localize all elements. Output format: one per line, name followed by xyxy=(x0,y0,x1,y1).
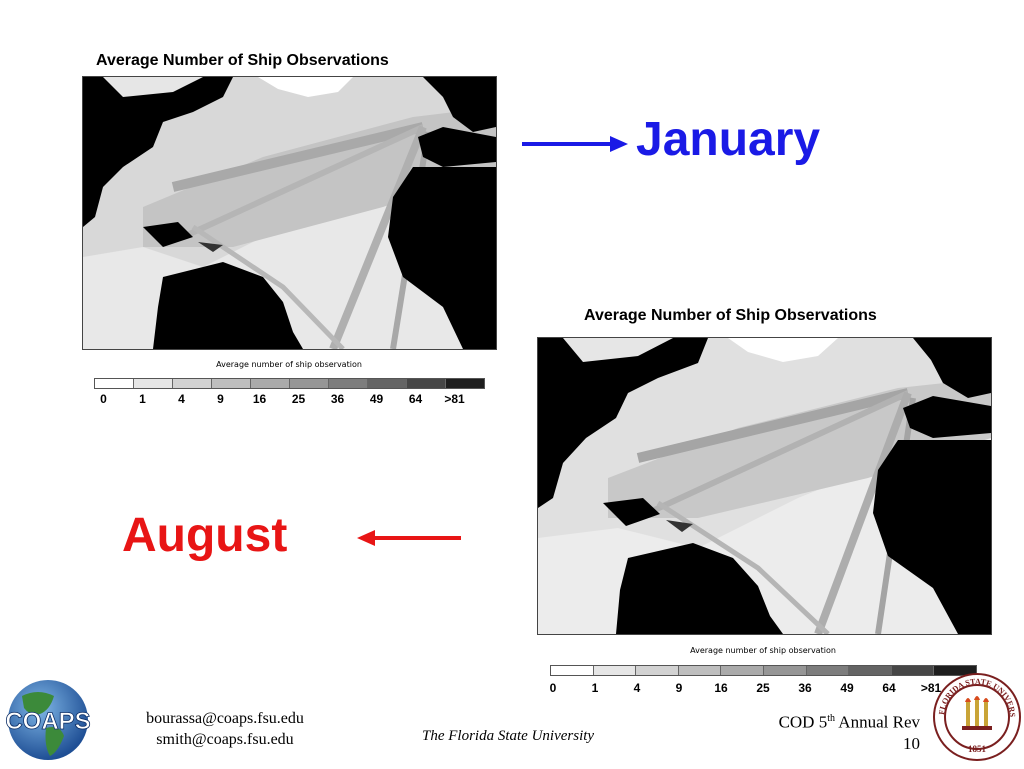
colorbar-bin xyxy=(446,379,484,388)
map-1-legend-title: Average number of ship observation xyxy=(216,360,362,369)
colorbar-bin xyxy=(806,666,850,675)
email-smith: smith@coaps.fsu.edu xyxy=(156,731,294,748)
map-1-legend-ticks: 0 1 4 9 16 25 36 49 64 >81 xyxy=(84,392,474,406)
contact-emails: bourassa@coaps.fsu.edu smith@coaps.fsu.e… xyxy=(118,708,332,750)
colorbar-bin xyxy=(212,379,251,388)
university-name: The Florida State University xyxy=(422,728,595,744)
map-1-january xyxy=(82,76,497,350)
conference-info: COD 5th Annual Rev 10 xyxy=(720,708,920,754)
legend-tick: 64 xyxy=(882,681,896,695)
legend-tick: 25 xyxy=(756,681,770,695)
legend-tick: 49 xyxy=(369,392,384,406)
august-label: August xyxy=(122,509,288,562)
legend-tick: 36 xyxy=(798,681,812,695)
coaps-logo-text: COAPS xyxy=(5,708,90,735)
legend-tick: 1 xyxy=(591,681,599,695)
colorbar-bin xyxy=(134,379,173,388)
legend-tick: 64 xyxy=(408,392,423,406)
page-number: 10 xyxy=(903,733,920,753)
legend-tick: 0 xyxy=(100,392,107,406)
colorbar-bin xyxy=(849,666,892,675)
colorbar-bin xyxy=(407,379,446,388)
map-1-colorbar xyxy=(94,378,485,389)
legend-tick: 16 xyxy=(252,392,267,406)
legend-tick: 4 xyxy=(633,681,641,695)
legend-tick: >81 xyxy=(444,392,465,406)
colorbar-bin xyxy=(721,666,764,675)
legend-tick: 25 xyxy=(291,392,306,406)
legend-tick: 16 xyxy=(714,681,728,695)
colorbar-bin xyxy=(593,666,637,675)
colorbar-bin xyxy=(368,379,407,388)
coaps-logo: COAPS xyxy=(4,676,92,764)
map-2-legend-title: Average number of ship observation xyxy=(690,646,836,655)
map-2-title: Average Number of Ship Observations xyxy=(584,307,877,324)
legend-tick: 4 xyxy=(178,392,185,406)
colorbar-bin xyxy=(763,666,807,675)
right-arrow-icon xyxy=(522,136,628,152)
colorbar-bin xyxy=(636,666,679,675)
seal-year: 1851 xyxy=(968,744,987,754)
colorbar-bin xyxy=(329,379,368,388)
colorbar-bin xyxy=(173,379,212,388)
legend-tick: 49 xyxy=(840,681,854,695)
left-arrow-icon xyxy=(357,530,461,546)
email-bourassa: bourassa@coaps.fsu.edu xyxy=(146,710,304,727)
conference-title: COD 5th Annual Rev xyxy=(778,712,920,732)
colorbar-bin xyxy=(551,666,594,675)
january-label: January xyxy=(636,113,821,166)
map-2-colorbar xyxy=(550,665,977,676)
map-1-title: Average Number of Ship Observations xyxy=(96,52,389,69)
fsu-seal: FLORIDA STATE UNIVERSITY 1851 xyxy=(929,665,1024,764)
map-2-august xyxy=(537,337,992,635)
legend-tick: >81 xyxy=(920,681,942,695)
colorbar-bin xyxy=(95,379,134,388)
legend-tick: 9 xyxy=(675,681,683,695)
legend-tick: 9 xyxy=(217,392,224,406)
legend-tick: 36 xyxy=(330,392,345,406)
colorbar-bin xyxy=(934,666,976,675)
colorbar-bin xyxy=(290,379,329,388)
colorbar-bin xyxy=(891,666,935,675)
legend-tick: 1 xyxy=(139,392,146,406)
colorbar-bin xyxy=(251,379,290,388)
map-2-legend-ticks: 0 1 4 9 16 25 36 49 64 >81 xyxy=(532,681,952,695)
legend-tick: 0 xyxy=(549,681,557,695)
colorbar-bin xyxy=(678,666,722,675)
